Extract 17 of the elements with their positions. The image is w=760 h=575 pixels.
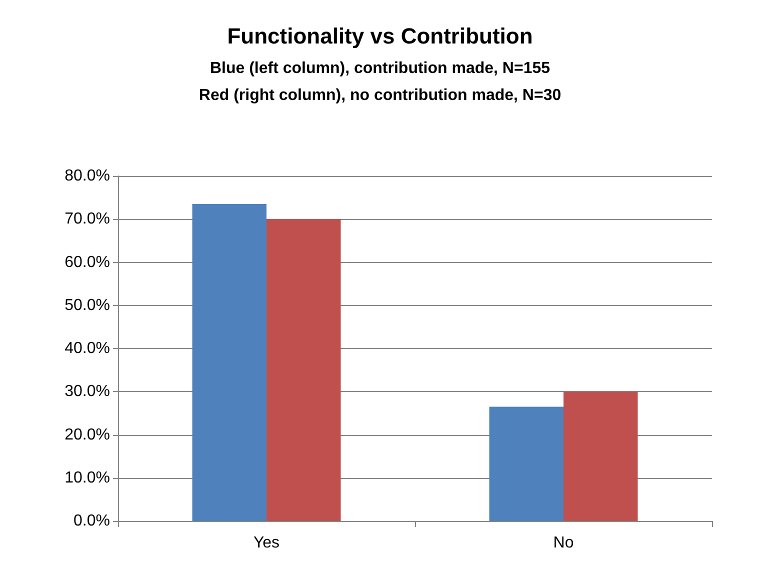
bar (564, 392, 638, 521)
y-tick-label: 50.0% (64, 296, 110, 314)
y-tick-label: 40.0% (64, 340, 110, 357)
bar (489, 406, 564, 521)
y-tick-label: 60.0% (64, 254, 110, 271)
y-tick-label: 70.0% (64, 210, 110, 228)
chart-title: Functionality vs Contribution (227, 24, 533, 48)
y-tick-label: 10.0% (64, 469, 110, 486)
bar (266, 219, 341, 521)
y-tick-label: 0.0% (74, 512, 110, 530)
x-tick-label: No (553, 534, 574, 552)
chart-subtitle: Blue (left column), contribution made, N=155 Red (right column), no contribution made, N=30 (198, 60, 562, 104)
bar (192, 204, 266, 521)
y-tick-label: 20.0% (64, 426, 110, 444)
y-tick-label: 80.0% (64, 168, 110, 184)
x-tick-label: Yes (253, 534, 280, 552)
y-tick-label: 30.0% (64, 383, 110, 400)
